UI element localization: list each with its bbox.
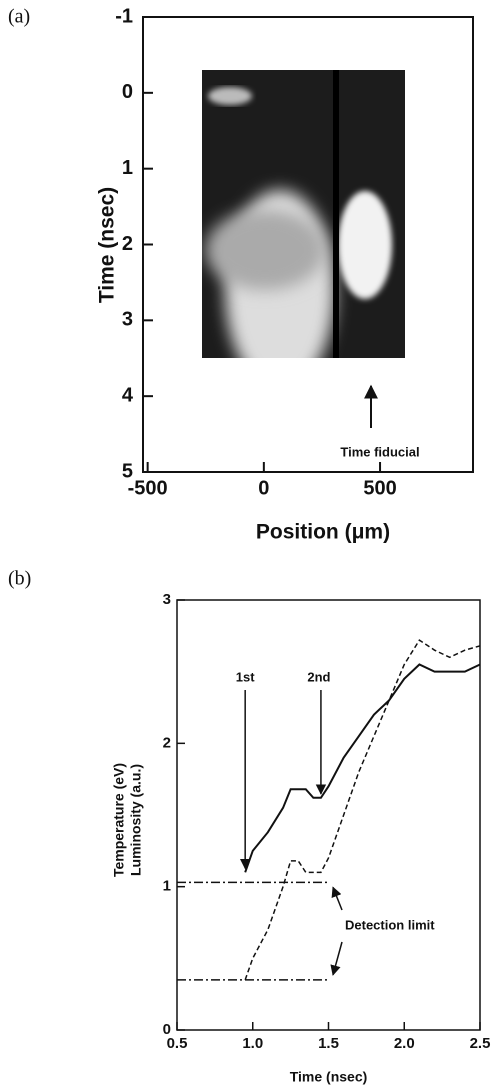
y-tick-label: 1 xyxy=(163,878,171,895)
panel-label: (a) xyxy=(8,6,30,28)
annotation: Time fiducial xyxy=(340,444,419,459)
x-axis-label: Position (μm) xyxy=(256,521,390,544)
y-tick-label: 1 xyxy=(122,157,133,179)
plot-frame xyxy=(176,599,481,1031)
y-tick-label: 2 xyxy=(122,233,133,255)
series-line xyxy=(244,639,481,981)
annotation: 2nd xyxy=(307,669,330,684)
arrow xyxy=(330,941,343,976)
y-axis-label: Luminosity (a.u.) xyxy=(128,764,144,876)
y-axis-label: Temperature (eV) xyxy=(111,763,127,877)
x-tick-label: 500 xyxy=(363,477,396,499)
panel-label: (b) xyxy=(8,568,31,590)
x-tick-label: -500 xyxy=(128,477,168,499)
y-tick-label: 0 xyxy=(122,81,133,103)
y-tick-label: 4 xyxy=(122,384,134,406)
x-axis-label: Time (nsec) xyxy=(290,1069,368,1085)
x-tick-label: 2.5 xyxy=(470,1035,491,1052)
y-tick-label: -1 xyxy=(115,5,133,27)
x-tick-label: 1.0 xyxy=(242,1035,263,1052)
x-tick-label: 0 xyxy=(258,477,269,499)
y-tick-label: 3 xyxy=(122,309,133,331)
y-tick-label: 3 xyxy=(163,591,171,608)
annotation: Detection limit xyxy=(345,917,435,932)
y-tick-label: 2 xyxy=(163,734,171,751)
y-axis-label: Time (nsec) xyxy=(96,187,119,303)
y-tick-label: 5 xyxy=(122,460,133,482)
y-tick-label: 0 xyxy=(163,1021,171,1038)
arrow xyxy=(331,886,343,911)
series-line xyxy=(244,663,481,873)
x-tick-label: 1.5 xyxy=(318,1035,339,1052)
x-tick-label: 0.5 xyxy=(167,1035,188,1052)
annotation: 1st xyxy=(236,669,255,684)
streak-image xyxy=(202,70,405,358)
x-tick-label: 2.0 xyxy=(394,1035,415,1052)
